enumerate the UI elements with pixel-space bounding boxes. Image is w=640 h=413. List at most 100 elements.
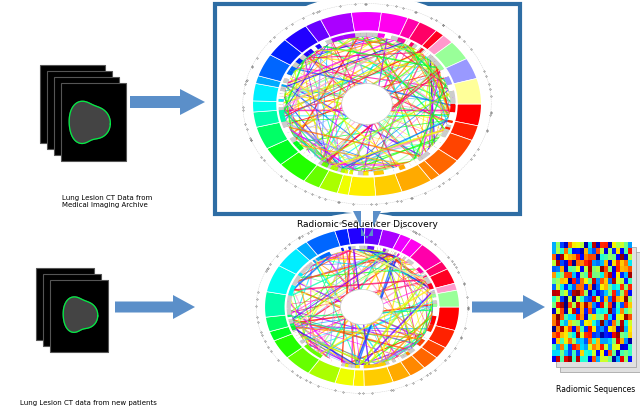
Polygon shape [396, 253, 401, 257]
Polygon shape [445, 127, 452, 131]
Polygon shape [282, 127, 291, 134]
Polygon shape [352, 171, 358, 177]
Polygon shape [397, 37, 401, 43]
Polygon shape [277, 105, 284, 108]
Polygon shape [278, 249, 310, 275]
Polygon shape [445, 125, 452, 129]
Polygon shape [289, 325, 295, 328]
Polygon shape [265, 315, 289, 332]
Polygon shape [346, 246, 349, 251]
Polygon shape [435, 307, 460, 331]
Polygon shape [427, 325, 435, 332]
Polygon shape [294, 335, 301, 339]
Polygon shape [392, 251, 396, 255]
Polygon shape [406, 259, 415, 266]
Polygon shape [257, 55, 291, 83]
Polygon shape [320, 356, 332, 364]
Polygon shape [385, 361, 390, 366]
Bar [556, 247, 636, 367]
Text: Lung Lesion CT Data from
Medical Imaging Archive: Lung Lesion CT Data from Medical Imaging… [62, 195, 152, 207]
Polygon shape [291, 328, 296, 331]
Polygon shape [432, 297, 438, 301]
Polygon shape [319, 171, 344, 194]
Polygon shape [431, 290, 436, 293]
Polygon shape [287, 319, 293, 322]
Polygon shape [284, 74, 291, 80]
Polygon shape [278, 94, 285, 97]
Polygon shape [291, 275, 301, 286]
Polygon shape [314, 159, 321, 165]
Polygon shape [428, 283, 435, 290]
Polygon shape [378, 229, 401, 250]
Polygon shape [388, 360, 394, 365]
Polygon shape [337, 168, 342, 174]
Polygon shape [303, 344, 314, 354]
Polygon shape [416, 267, 425, 274]
Polygon shape [348, 228, 365, 246]
Polygon shape [115, 295, 195, 319]
Polygon shape [378, 13, 408, 37]
Polygon shape [454, 105, 482, 127]
Polygon shape [424, 276, 429, 280]
Polygon shape [307, 261, 314, 267]
Polygon shape [293, 332, 300, 337]
Polygon shape [306, 230, 340, 256]
Polygon shape [130, 90, 205, 116]
Polygon shape [296, 242, 318, 261]
Polygon shape [448, 113, 456, 122]
Polygon shape [277, 102, 284, 105]
Polygon shape [431, 294, 438, 298]
Polygon shape [351, 365, 355, 369]
Polygon shape [348, 176, 376, 197]
Polygon shape [340, 247, 344, 252]
Polygon shape [385, 248, 390, 253]
Polygon shape [355, 33, 361, 38]
Polygon shape [421, 273, 426, 276]
Polygon shape [353, 369, 364, 387]
Polygon shape [424, 149, 458, 176]
Polygon shape [427, 55, 434, 60]
Polygon shape [374, 362, 387, 368]
Polygon shape [340, 363, 346, 368]
Polygon shape [360, 32, 367, 38]
Polygon shape [404, 163, 412, 170]
Polygon shape [425, 53, 431, 58]
Polygon shape [330, 360, 342, 367]
Polygon shape [390, 250, 394, 255]
Polygon shape [392, 234, 412, 254]
Bar [40, 66, 104, 144]
Polygon shape [398, 254, 403, 258]
Polygon shape [369, 172, 374, 177]
Polygon shape [310, 46, 318, 52]
Polygon shape [428, 326, 456, 348]
Polygon shape [326, 165, 332, 171]
Polygon shape [422, 337, 428, 341]
Polygon shape [372, 33, 378, 38]
Polygon shape [417, 157, 424, 163]
Polygon shape [348, 364, 352, 369]
Polygon shape [330, 166, 335, 172]
Polygon shape [269, 327, 293, 341]
Polygon shape [351, 12, 381, 33]
Polygon shape [401, 38, 404, 44]
Polygon shape [367, 245, 371, 250]
Polygon shape [377, 247, 381, 251]
Polygon shape [351, 245, 356, 250]
Polygon shape [266, 266, 297, 295]
Polygon shape [296, 337, 303, 342]
Polygon shape [423, 51, 429, 57]
Polygon shape [310, 157, 317, 163]
Polygon shape [335, 367, 355, 387]
Polygon shape [278, 116, 286, 123]
Polygon shape [277, 100, 284, 102]
Polygon shape [399, 18, 420, 40]
Polygon shape [417, 342, 422, 347]
Polygon shape [344, 170, 347, 175]
Polygon shape [402, 256, 407, 261]
Polygon shape [412, 344, 420, 351]
Polygon shape [447, 123, 453, 126]
Polygon shape [429, 269, 456, 289]
Polygon shape [281, 83, 287, 86]
Polygon shape [374, 173, 403, 197]
Polygon shape [408, 22, 437, 47]
